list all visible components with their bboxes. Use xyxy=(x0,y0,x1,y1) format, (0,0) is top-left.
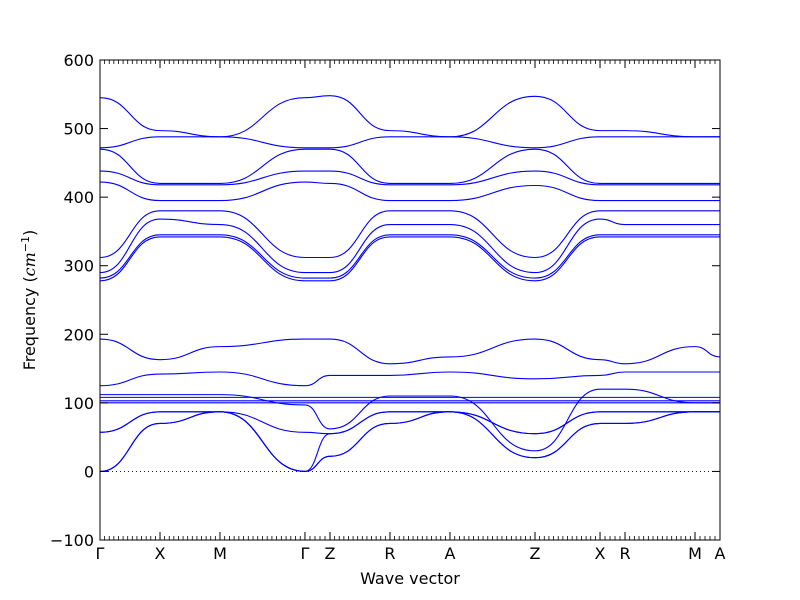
x-tick-label: Γ xyxy=(301,544,310,563)
x-tick-label: M xyxy=(688,544,702,563)
y-tick-label: 200 xyxy=(63,325,94,344)
x-axis-title: Wave vector xyxy=(360,569,460,588)
y-tick-label: 300 xyxy=(63,257,94,276)
x-tick-label: R xyxy=(384,544,395,563)
band-line-11 xyxy=(99,236,720,282)
y-tick-label: 500 xyxy=(63,120,94,139)
x-tick-label: X xyxy=(595,544,606,563)
band-line-12 xyxy=(99,234,720,279)
band-line-13 xyxy=(99,218,720,274)
band-line-16 xyxy=(99,170,720,186)
y-tick-label: 0 xyxy=(84,462,94,481)
band-line-18 xyxy=(99,136,721,149)
band-line-10 xyxy=(99,338,721,365)
y-tick-labels: −100 0 100 200 300 400 500 600 xyxy=(50,51,94,550)
y-axis-title: Frequency (cm−1) xyxy=(19,230,39,371)
band-lines xyxy=(99,95,721,472)
band-line-19 xyxy=(99,95,721,138)
y-tick-label: −100 xyxy=(50,531,94,550)
y-axis-title-exponent: −1 xyxy=(19,236,32,252)
x-tick-label: R xyxy=(619,544,630,563)
y-axis-title-prefix: Frequency ( xyxy=(20,276,39,370)
y-tick-label: 100 xyxy=(63,394,94,413)
band-line-14 xyxy=(99,210,720,259)
y-axis-title-suffix: ) xyxy=(20,230,39,236)
sampling-ticks xyxy=(104,60,716,540)
y-tick-label: 600 xyxy=(63,51,94,70)
x-tick-label: Γ xyxy=(96,544,105,563)
y-tick-label: 400 xyxy=(63,188,94,207)
band-line-4 xyxy=(99,411,720,435)
band-line-2 xyxy=(99,411,720,472)
x-tick-label: Z xyxy=(325,544,336,563)
x-tick-label: X xyxy=(155,544,166,563)
band-line-15 xyxy=(99,181,720,202)
x-tick-label: M xyxy=(213,544,227,563)
x-tick-label: A xyxy=(715,544,726,563)
band-line-8 xyxy=(100,388,720,452)
band-line-17 xyxy=(99,148,720,184)
y-axis-title-unit: cm xyxy=(20,252,39,276)
band-line-9 xyxy=(99,371,720,387)
plot-frame xyxy=(99,59,721,541)
x-tick-label: Z xyxy=(530,544,541,563)
x-tick-label: A xyxy=(445,544,456,563)
